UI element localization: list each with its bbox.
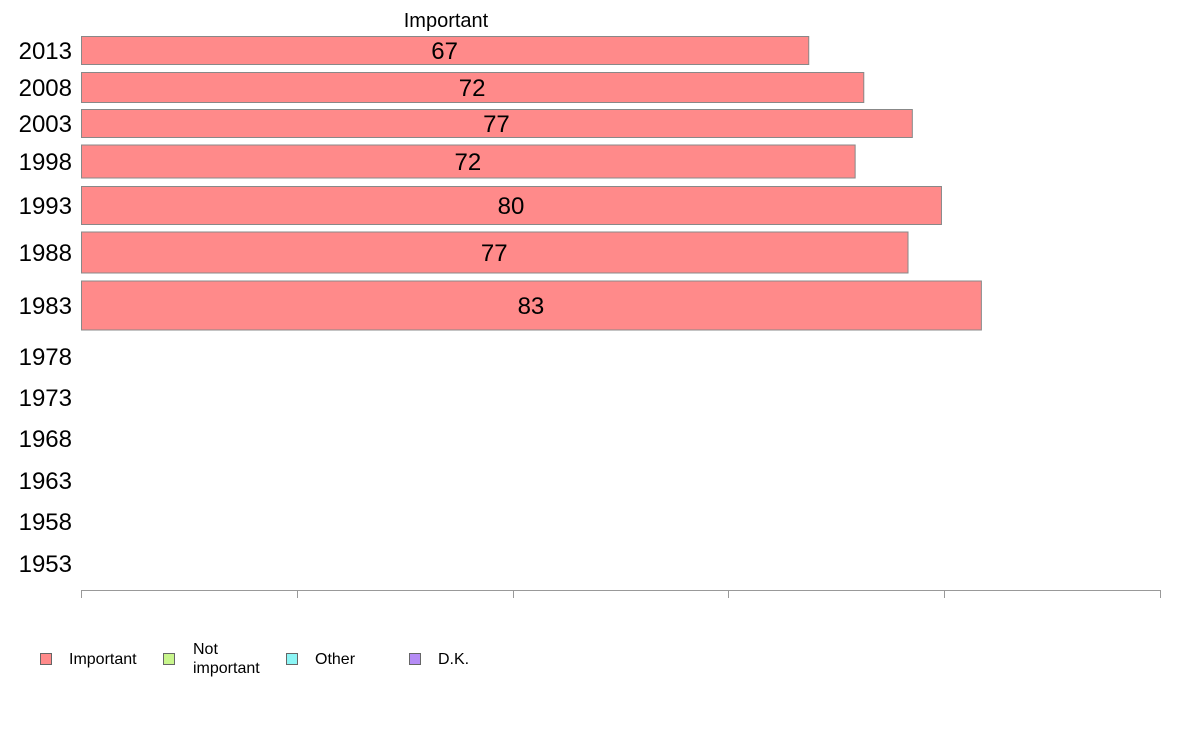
value-label-1998: 72 xyxy=(454,149,481,176)
category-label-2008: 2008 xyxy=(19,75,72,102)
category-label-1978: 1978 xyxy=(19,344,72,371)
legend-label-dk: D.K. xyxy=(438,651,470,668)
bar-2013 xyxy=(81,36,810,65)
category-label-2003: 2003 xyxy=(19,111,72,138)
bar-2003 xyxy=(81,109,913,138)
legend-swatch-dk xyxy=(409,653,421,665)
category-label-1998: 1998 xyxy=(19,149,72,176)
bar-1983 xyxy=(81,280,982,331)
category-label-1983: 1983 xyxy=(19,293,72,320)
legend-label-other: Other xyxy=(315,651,356,668)
value-label-1983: 83 xyxy=(518,293,545,320)
category-label-1963: 1963 xyxy=(19,468,72,495)
bar-1988 xyxy=(81,231,909,274)
category-label-2013: 2013 xyxy=(19,38,72,65)
value-label-2013: 67 xyxy=(431,38,458,65)
series-title: Important xyxy=(404,10,489,32)
legend-swatch-other xyxy=(286,653,298,665)
bar-1998 xyxy=(81,144,856,179)
legend-label-not-important: Not important xyxy=(193,641,260,677)
category-label-1968: 1968 xyxy=(19,426,72,453)
category-label-1973: 1973 xyxy=(19,385,72,412)
bar-chart: Important 2013 2008 2003 1998 1993 1988 1983 197… xyxy=(19,10,1161,598)
category-label-1953: 1953 xyxy=(19,551,72,578)
bar-1993 xyxy=(81,186,942,225)
category-label-1958: 1958 xyxy=(19,509,72,536)
value-label-1988: 77 xyxy=(481,240,508,267)
legend-swatch-important xyxy=(40,653,52,665)
category-label-1993: 1993 xyxy=(19,193,72,220)
bar-2008 xyxy=(81,72,865,103)
legend-swatch-not-important xyxy=(163,653,175,665)
value-label-2003: 77 xyxy=(483,111,510,138)
category-label-1988: 1988 xyxy=(19,240,72,267)
value-label-1993: 80 xyxy=(498,193,525,220)
value-label-2008: 72 xyxy=(459,75,486,102)
legend-label-important: Important xyxy=(69,651,137,668)
